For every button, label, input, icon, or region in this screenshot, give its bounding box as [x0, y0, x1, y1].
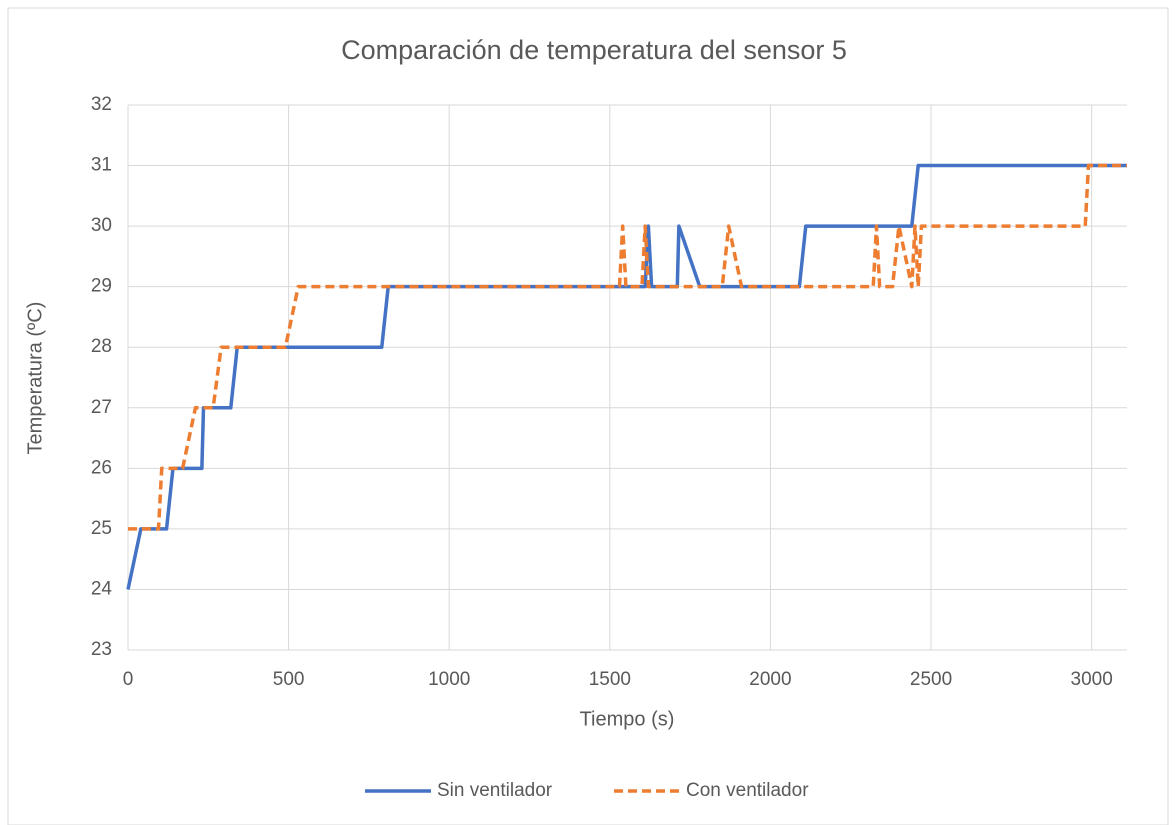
y-tick-label: 32 [91, 94, 112, 115]
x-axis-title: Tiempo (s) [580, 708, 675, 730]
y-tick-label: 31 [91, 155, 112, 176]
y-tick-label: 29 [91, 276, 112, 297]
y-tick-label: 30 [91, 215, 112, 236]
x-tick-label: 1500 [589, 669, 631, 690]
x-tick-label: 500 [273, 669, 305, 690]
y-tick-label: 28 [91, 336, 112, 357]
legend-label: Con ventilador [686, 780, 809, 801]
legend-label: Sin ventilador [437, 780, 553, 801]
chart-title: Comparación de temperatura del sensor 5 [341, 35, 847, 65]
y-tick-label: 24 [91, 578, 113, 599]
y-tick-label: 23 [91, 639, 112, 660]
x-tick-label: 2000 [749, 669, 791, 690]
y-axis-title: Temperatura (ºC) [24, 302, 46, 455]
x-tick-label: 2500 [910, 669, 952, 690]
x-tick-label: 0 [123, 669, 134, 690]
series-line [128, 163, 1127, 531]
y-tick-label: 26 [91, 457, 112, 478]
x-tick-label: 1000 [428, 669, 470, 690]
y-tick-label: 25 [91, 518, 112, 539]
chart-border [7, 7, 1169, 825]
x-tick-label: 3000 [1071, 669, 1113, 690]
y-tick-label: 27 [91, 397, 112, 418]
